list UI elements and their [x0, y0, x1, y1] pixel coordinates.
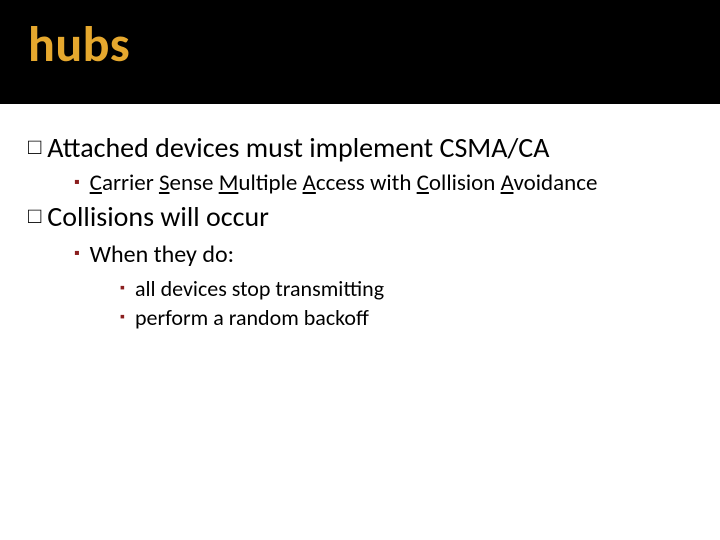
small-square-bullet-icon: ▪ — [74, 240, 80, 269]
bullet-text: When they do: — [90, 240, 234, 269]
bullet-text: Attached devices must implement CSMA/CA — [47, 130, 549, 165]
slide-body: □ Attached devices must implement CSMA/C… — [0, 104, 720, 331]
small-square-bullet-icon: ▪ — [120, 275, 125, 300]
bullet-lvl3: ▪ all devices stop transmitting — [120, 275, 692, 302]
slide-header: hubs — [0, 0, 720, 104]
bullet-lvl1: □ Collisions will occur — [28, 199, 692, 234]
bullet-lvl2: ▪ When they do: — [74, 240, 692, 269]
bullet-text: Carrier Sense Multiple Access with Colli… — [90, 169, 598, 197]
bullet-lvl3: ▪ perform a random backoff — [120, 304, 692, 331]
bullet-text: Collisions will occur — [47, 199, 269, 234]
small-square-bullet-icon: ▪ — [120, 304, 125, 329]
slide-title: hubs — [28, 14, 692, 75]
small-square-bullet-icon: ▪ — [74, 169, 80, 196]
bullet-lvl1: □ Attached devices must implement CSMA/C… — [28, 130, 692, 165]
square-bullet-icon: □ — [28, 199, 41, 232]
bullet-lvl2: ▪ Carrier Sense Multiple Access with Col… — [74, 169, 692, 197]
bullet-text: all devices stop transmitting — [135, 275, 384, 302]
bullet-text: perform a random backoff — [135, 304, 369, 331]
square-bullet-icon: □ — [28, 130, 41, 163]
